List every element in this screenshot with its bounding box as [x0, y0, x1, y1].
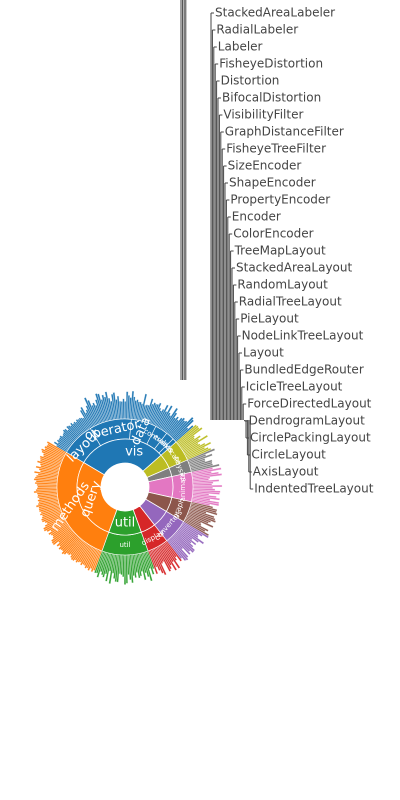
leaf-label-sizeencoder: SizeEncoder: [228, 159, 302, 173]
leaf-label-radialtreelayout: RadialTreeLayout: [239, 295, 342, 309]
inner-ring: [76, 438, 174, 536]
leaf-label-visibilityfilter: VisibilityFilter: [223, 108, 303, 122]
leader-lines: [180, 0, 254, 490]
leaf-label-shapeencoder: ShapeEncoder: [229, 176, 316, 190]
ring-label-util: util: [119, 541, 130, 549]
leaf-label-labeler: Labeler: [218, 40, 263, 54]
leaf-label-graphdistancefilter: GraphDistanceFilter: [225, 125, 344, 139]
leaf-label-icicletreelayout: IcicleTreeLayout: [246, 380, 343, 394]
leaf-label-propertyencoder: PropertyEncoder: [230, 193, 330, 207]
leaf-label-randomlayout: RandomLayout: [237, 278, 328, 292]
leaf-label-nodelinktreelayout: NodeLinkTreeLayout: [242, 329, 364, 343]
leaf-label-dendrogramlayout: DendrogramLayout: [249, 414, 366, 428]
leaf-label-fisheyedistortion: FisheyeDistortion: [219, 57, 323, 71]
leaf-label-layout: Layout: [243, 346, 284, 360]
leaf-label-bifocaldistortion: BifocalDistortion: [222, 91, 321, 105]
leaf-label-stackedarealayout: StackedAreaLayout: [236, 261, 352, 275]
leaf-label-circlelayout: CircleLayout: [251, 448, 326, 462]
leaf-labels: StackedAreaLabeler RadialLabeler Labeler Fi…: [215, 6, 374, 496]
leaf-label-indentedtreelayout: IndentedTreeLayout: [254, 482, 374, 496]
leaf-label-fisheyetreefilter: FisheyeTreeFilter: [226, 142, 326, 156]
leaf-label-forcedirectedlayout: ForceDirectedLayout: [247, 397, 371, 411]
ring-label-util: util: [115, 516, 136, 531]
leaf-label-bundlededgerouter: BundledEdgeRouter: [244, 363, 363, 377]
leaf-label-stackedarealabeler: StackedAreaLabeler: [215, 6, 335, 20]
leaf-label-treemaplayout: TreeMapLayout: [234, 244, 326, 258]
leaf-label-distortion: Distortion: [221, 74, 280, 88]
leaf-label-colorencoder: ColorEncoder: [233, 227, 313, 241]
leaf-label-encoder: Encoder: [232, 210, 281, 224]
inner-slice-query[interactable]: [76, 462, 118, 533]
leaf-label-pielayout: PieLayout: [240, 312, 299, 326]
leaf-label-radiallabeler: RadialLabeler: [216, 23, 298, 37]
ring-label-vis: vis: [125, 445, 143, 460]
leaf-label-axislayout: AxisLayout: [253, 465, 319, 479]
ring-label-animate: animate: [179, 473, 187, 502]
leaf-label-circlepackinglayout: CirclePackingLayout: [250, 431, 371, 445]
